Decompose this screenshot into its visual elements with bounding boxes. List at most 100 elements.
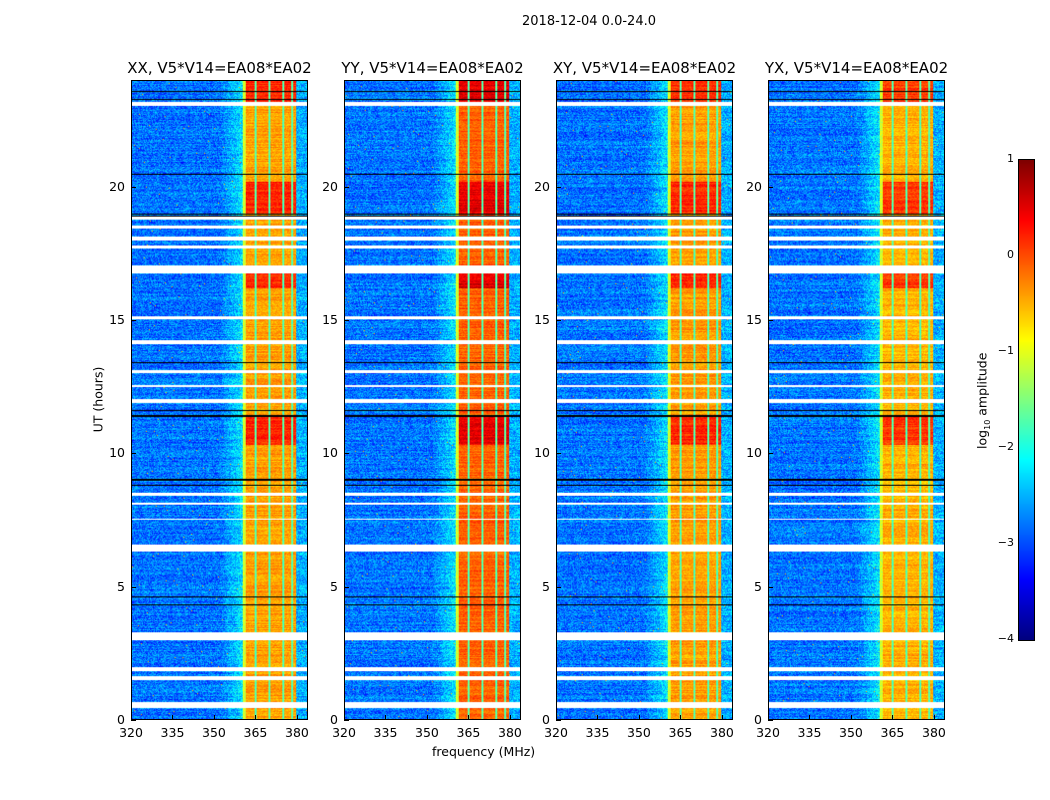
y-tick [131, 586, 136, 588]
colorbar-tick-label: 0 [1007, 248, 1014, 261]
y-tick [131, 720, 136, 721]
colorbar-label: log10 amplitude [974, 352, 992, 449]
y-tick [131, 320, 136, 321]
x-tick [255, 715, 257, 720]
spectrogram-panel [344, 80, 521, 720]
x-tick [768, 715, 769, 720]
x-tick-label: 380 [710, 725, 734, 740]
x-tick [426, 715, 428, 720]
y-tick-label: 10 [534, 445, 550, 461]
y-tick [556, 320, 561, 321]
y-tick [131, 186, 136, 188]
panel-title: XX, V5*V14=EA08*EA02 [127, 59, 312, 77]
x-tick-label: 335 [373, 725, 398, 740]
y-tick [768, 720, 773, 721]
y-tick-label: 5 [117, 578, 125, 594]
x-tick [892, 715, 894, 720]
x-tick-label: 320 [119, 725, 143, 740]
x-tick-label: 320 [544, 725, 568, 740]
x-tick-label: 320 [332, 725, 356, 740]
y-tick-label: 15 [534, 312, 550, 327]
y-tick-label: 10 [322, 445, 338, 461]
x-tick-label: 335 [585, 725, 610, 740]
colorbar-gradient [1019, 160, 1034, 640]
x-tick-label: 350 [415, 725, 439, 740]
x-tick [556, 715, 557, 720]
y-tick-label: 15 [746, 312, 762, 327]
y-tick [768, 586, 773, 588]
y-axis-label: UT (hours) [90, 366, 106, 433]
x-tick [296, 715, 298, 720]
spectrogram-image [132, 81, 307, 719]
x-tick-label: 380 [285, 725, 309, 740]
x-tick-label: 335 [160, 725, 185, 740]
x-tick [638, 715, 640, 720]
x-tick-label: 380 [922, 725, 946, 740]
colorbar-tick-label: −1 [997, 344, 1014, 357]
panel-title: YX, V5*V14=EA08*EA02 [764, 59, 949, 77]
x-tick [131, 715, 132, 720]
x-tick-label: 350 [202, 725, 226, 740]
y-tick-label: 15 [322, 312, 338, 327]
x-tick [385, 715, 387, 720]
x-tick [721, 715, 723, 720]
x-tick-label: 380 [498, 725, 522, 740]
x-tick-label: 350 [839, 725, 863, 740]
x-tick-label: 365 [456, 725, 481, 740]
colorbar-tick-label: −2 [997, 440, 1014, 453]
x-tick [597, 715, 599, 720]
x-tick [809, 715, 811, 720]
y-tick-label: 0 [330, 712, 338, 727]
colorbar-tick-label: −4 [997, 632, 1014, 645]
spectrogram-image [345, 81, 520, 719]
y-tick-label: 10 [746, 445, 762, 461]
colorbar-tick-label: −3 [997, 536, 1014, 549]
y-tick [344, 586, 349, 588]
colorbar [1018, 159, 1035, 641]
x-tick-label: 335 [797, 725, 822, 740]
x-axis-label: frequency (MHz) [432, 744, 536, 759]
panel-title: XY, V5*V14=EA08*EA02 [552, 59, 737, 77]
y-tick-label: 0 [117, 712, 125, 727]
y-tick [768, 186, 773, 188]
x-tick [344, 715, 345, 720]
y-tick [556, 586, 561, 588]
y-tick [344, 186, 349, 188]
x-tick-label: 365 [880, 725, 905, 740]
y-tick [131, 453, 136, 455]
y-tick [344, 320, 349, 321]
y-tick-label: 0 [754, 712, 762, 727]
x-tick [850, 715, 852, 720]
spectrogram-panel [131, 80, 308, 720]
y-tick-label: 15 [109, 312, 125, 327]
y-tick-label: 10 [109, 445, 125, 461]
y-tick-label: 20 [322, 178, 338, 194]
y-tick-label: 5 [754, 578, 762, 594]
x-tick [172, 715, 174, 720]
y-tick [344, 453, 349, 455]
y-tick-label: 5 [330, 578, 338, 594]
y-tick-label: 5 [542, 578, 550, 594]
x-tick [933, 715, 935, 720]
y-tick-label: 20 [534, 178, 550, 194]
y-tick [768, 320, 773, 321]
spectrogram-panel [556, 80, 733, 720]
x-tick-label: 365 [668, 725, 693, 740]
y-tick [556, 453, 561, 455]
y-tick-label: 20 [746, 178, 762, 194]
spectrogram-image [557, 81, 732, 719]
x-tick-label: 350 [627, 725, 651, 740]
x-tick [509, 715, 511, 720]
x-tick-label: 320 [756, 725, 780, 740]
figure-title: 2018-12-04 0.0-24.0 [522, 14, 656, 29]
y-tick-label: 0 [542, 712, 550, 727]
y-tick [344, 720, 349, 721]
x-tick [680, 715, 682, 720]
spectrogram-image [769, 81, 944, 719]
spectrogram-panel [768, 80, 945, 720]
panel-title: YY, V5*V14=EA08*EA02 [341, 59, 524, 77]
y-tick [556, 720, 561, 721]
x-tick-label: 365 [243, 725, 268, 740]
y-tick-label: 20 [109, 178, 125, 194]
